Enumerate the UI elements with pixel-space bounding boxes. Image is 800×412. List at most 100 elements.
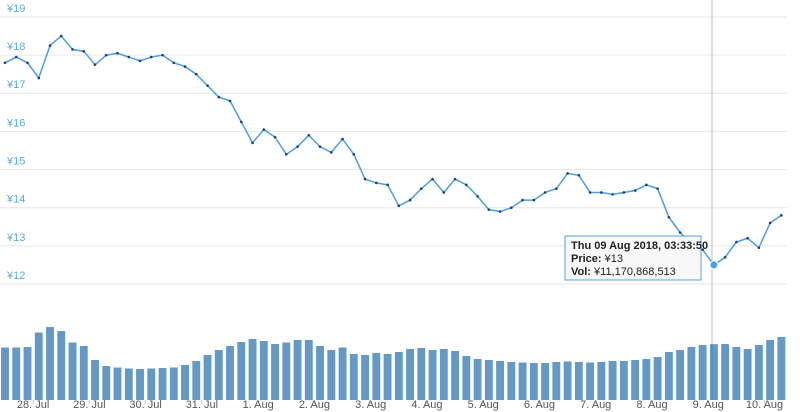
volume-bar (698, 345, 707, 400)
volume-bar (316, 346, 324, 400)
x-tick-label: 8. Aug (636, 399, 667, 411)
volume-bar (372, 353, 381, 400)
price-point (645, 183, 648, 187)
price-point (555, 187, 558, 190)
x-tick-label: 9. Aug (693, 399, 724, 411)
volume-bar (496, 361, 505, 400)
tooltip-price-value: ¥13 (604, 253, 623, 265)
volume-bar (102, 366, 111, 400)
volume-bar (158, 368, 167, 400)
volume-bar (271, 344, 279, 400)
volume-bar (338, 347, 347, 400)
price-point (127, 55, 131, 59)
volume-bar (1, 347, 9, 400)
volume-bar (237, 342, 246, 400)
x-tick-label: 6. Aug (524, 399, 555, 411)
tooltip-box (564, 235, 702, 281)
price-point (14, 55, 18, 59)
x-tick-label: 1. Aug (243, 399, 274, 411)
price-point (510, 206, 513, 210)
price-point (757, 246, 761, 250)
price-point (183, 65, 187, 68)
volume-bar (282, 342, 291, 400)
volume-bar (214, 350, 223, 400)
volume-bar (304, 340, 313, 400)
volume-bar (113, 367, 122, 400)
volume-bar (608, 361, 617, 400)
volume-bar (46, 327, 54, 400)
x-tick-label: 4. Aug (411, 399, 442, 411)
volume-bar (732, 347, 741, 400)
price-point (543, 191, 547, 194)
x-tick-label: 30. Jul (129, 399, 161, 411)
price-point (442, 191, 446, 194)
y-tick-label: ¥17 (6, 79, 25, 91)
price-point (532, 198, 536, 202)
price-point (678, 231, 682, 234)
price-point (239, 120, 243, 124)
price-point (217, 95, 221, 99)
volume-bar (631, 360, 640, 400)
price-point (746, 236, 749, 240)
price-point (284, 153, 288, 156)
tooltip-price: Price: ¥13 (571, 253, 623, 265)
price-point (262, 128, 266, 131)
volume-bar (653, 357, 662, 400)
volume-bar (68, 342, 77, 400)
price-point (397, 204, 401, 208)
price-point (194, 72, 198, 76)
volume-bar (147, 368, 156, 400)
volume-bar (721, 344, 730, 400)
price-point (622, 191, 626, 194)
y-tick-label: ¥18 (6, 41, 25, 53)
price-point (3, 61, 7, 65)
hover-point (709, 260, 719, 270)
volume-bar (529, 363, 538, 400)
volume-bar (181, 365, 189, 400)
price-point (600, 191, 603, 194)
tooltip: Thu 09 Aug 2018, 03:33:50 Price: ¥13 Vol… (564, 235, 708, 281)
volume-bar (676, 350, 685, 400)
volume-bar (462, 356, 471, 400)
price-point (521, 198, 524, 202)
price-point (59, 34, 63, 38)
volume-bar (484, 360, 493, 400)
volume-bar (754, 345, 763, 400)
price-point (577, 173, 581, 177)
y-tick-label: ¥15 (6, 155, 25, 167)
price-point (476, 194, 479, 198)
price-point (667, 215, 671, 219)
volume-bar (574, 362, 583, 400)
volume-bar (541, 363, 550, 400)
volume-bar (507, 362, 516, 400)
price-point (296, 145, 299, 148)
price-point (768, 221, 772, 225)
volume-bar (518, 362, 527, 400)
volume-bar (406, 349, 415, 400)
volume-bar (57, 331, 66, 400)
price-point (780, 214, 783, 217)
price-point (116, 51, 119, 55)
price-point (82, 50, 86, 53)
volume-bar (23, 347, 32, 400)
volume-bar (203, 355, 212, 400)
price-point (633, 189, 637, 192)
volume-bar (766, 340, 775, 400)
tooltip-date: Thu 09 Aug 2018, 03:33:50 (571, 240, 708, 252)
volume-bar (597, 362, 606, 400)
volume-bar (293, 340, 302, 400)
volume-bar (777, 337, 786, 400)
volume-bar (417, 348, 426, 400)
volume-bar (259, 341, 268, 400)
price-point (71, 48, 74, 51)
price-point (375, 181, 378, 185)
volume-bar (687, 347, 696, 400)
price-point (104, 53, 108, 57)
x-tick-label: 29. Jul (73, 399, 105, 411)
price-point (465, 183, 468, 187)
price-point (735, 240, 738, 244)
volume-bar (91, 360, 99, 400)
price-point (723, 255, 727, 259)
price-point (138, 59, 142, 63)
volume-bar (383, 354, 392, 400)
